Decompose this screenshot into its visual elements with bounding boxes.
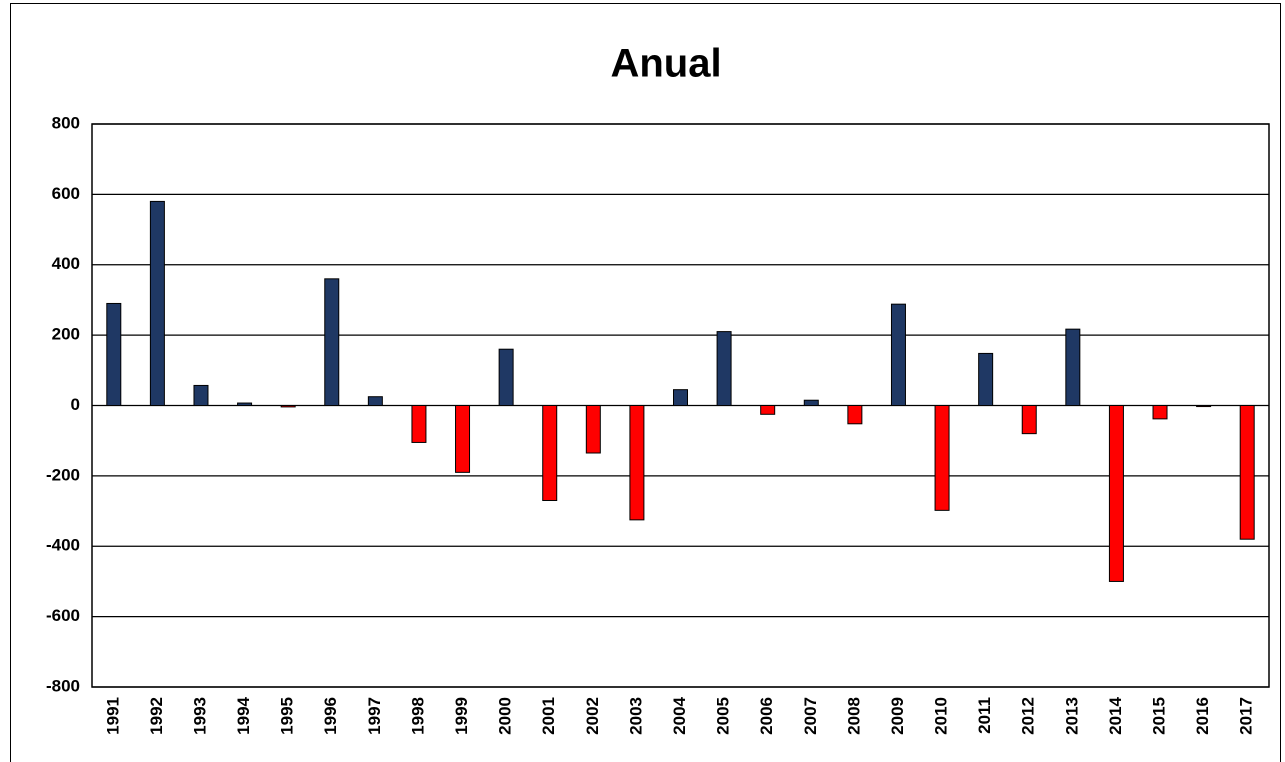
bar xyxy=(934,405,950,511)
y-tick-label: 600 xyxy=(52,184,80,203)
bar xyxy=(1196,405,1212,408)
x-tick-label: 2010 xyxy=(932,697,951,735)
x-tick-label: 2005 xyxy=(714,697,733,735)
bar xyxy=(1021,405,1037,435)
x-tick-label: 1996 xyxy=(321,697,340,735)
x-tick-label: 2017 xyxy=(1237,697,1256,735)
bar xyxy=(1065,328,1081,406)
x-tick-label: 1992 xyxy=(147,697,166,735)
bar xyxy=(367,396,383,406)
x-tick-label: 2015 xyxy=(1150,697,1169,735)
bar xyxy=(803,399,819,406)
bar xyxy=(237,402,253,406)
bar xyxy=(1108,405,1124,582)
chart-frame xyxy=(10,3,1281,762)
x-tick-label: 1998 xyxy=(408,697,427,735)
x-tick-label: 2008 xyxy=(844,697,863,735)
x-tick-label: 2014 xyxy=(1106,696,1125,734)
bar xyxy=(149,200,165,406)
x-tick-label: 2012 xyxy=(1019,697,1038,735)
x-tick-label: 2004 xyxy=(670,696,689,734)
y-tick-label: 0 xyxy=(71,395,80,414)
bar xyxy=(1239,405,1255,540)
x-tick-label: 2000 xyxy=(496,697,515,735)
bar xyxy=(629,405,645,521)
y-tick-label: 200 xyxy=(52,325,80,344)
y-tick-label: -200 xyxy=(46,465,80,484)
bar xyxy=(542,405,558,502)
x-tick-label: 1999 xyxy=(452,697,471,735)
x-tick-label: 1991 xyxy=(103,697,122,735)
bar xyxy=(498,348,514,407)
bar xyxy=(324,278,340,407)
y-tick-label: -800 xyxy=(46,676,80,695)
bar xyxy=(760,405,776,415)
x-tick-label: 2002 xyxy=(583,697,602,735)
bar xyxy=(455,405,471,473)
x-tick-label: 2011 xyxy=(975,697,994,734)
x-tick-label: 2016 xyxy=(1193,697,1212,735)
y-tick-label: 800 xyxy=(52,113,80,132)
x-tick-label: 1995 xyxy=(278,697,297,735)
x-tick-label: 2007 xyxy=(801,697,820,735)
bar xyxy=(847,405,863,425)
x-tick-label: 1997 xyxy=(365,697,384,735)
chart-title: Anual xyxy=(610,42,721,86)
bar xyxy=(978,352,994,406)
bar xyxy=(106,302,122,406)
x-tick-label: 2003 xyxy=(626,697,645,735)
bar xyxy=(716,331,732,407)
x-tick-label: 2009 xyxy=(888,697,907,735)
x-tick-label: 2013 xyxy=(1062,697,1081,735)
x-tick-label: 1993 xyxy=(190,697,209,735)
x-tick-label: 1994 xyxy=(234,696,253,734)
bar xyxy=(1152,405,1168,420)
x-tick-label: 2006 xyxy=(757,697,776,735)
y-tick-label: -400 xyxy=(46,536,80,555)
bar xyxy=(411,405,427,443)
bar xyxy=(280,405,296,408)
y-tick-label: -600 xyxy=(46,606,80,625)
y-tick-label: 400 xyxy=(52,254,80,273)
bar xyxy=(585,405,601,454)
bar xyxy=(890,303,906,406)
bar xyxy=(193,384,209,406)
bar xyxy=(673,389,688,406)
x-tick-label: 2001 xyxy=(539,697,558,735)
